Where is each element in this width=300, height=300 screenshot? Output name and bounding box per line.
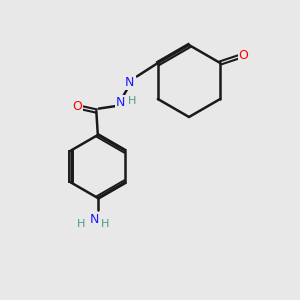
Text: N: N — [116, 96, 125, 109]
Text: H: H — [127, 76, 135, 86]
Text: O: O — [238, 49, 248, 62]
Text: N: N — [89, 213, 99, 226]
Text: N: N — [124, 76, 134, 89]
Text: O: O — [73, 100, 82, 113]
Text: H: H — [77, 219, 86, 229]
Text: H: H — [101, 219, 110, 229]
Text: H: H — [128, 95, 136, 106]
